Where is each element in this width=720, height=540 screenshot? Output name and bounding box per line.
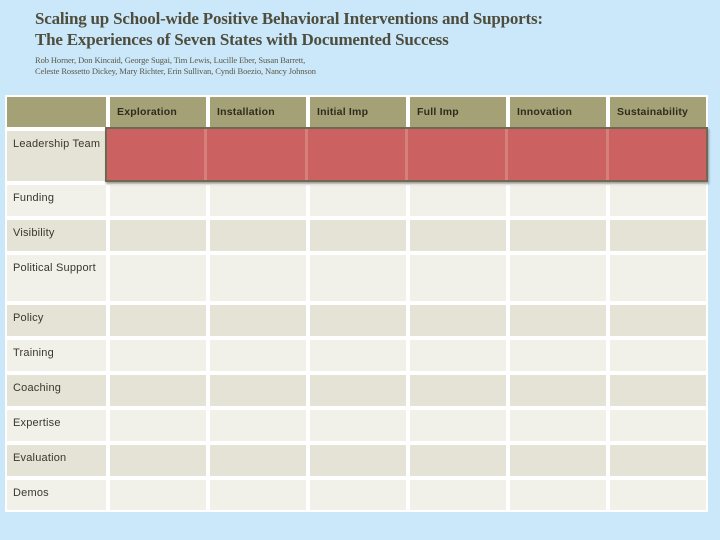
row-label-demos: Demos [7, 480, 106, 510]
cell-funding-innovation [510, 185, 606, 216]
row-label-expertise: Expertise [7, 410, 106, 441]
cell-policy-innovation [510, 305, 606, 336]
cell-visibility-full-imp [410, 220, 506, 251]
cell-coaching-installation [210, 375, 306, 406]
cell-evaluation-full-imp [410, 445, 506, 476]
slide-title: Scaling up School-wide Positive Behavior… [35, 8, 695, 51]
cell-expertise-installation [210, 410, 306, 441]
cell-funding-installation [210, 185, 306, 216]
cell-demos-initial-imp [310, 480, 406, 510]
cell-visibility-innovation [510, 220, 606, 251]
leadership-highlight-band [105, 127, 708, 182]
row-label-training: Training [7, 340, 106, 371]
slide-title-line1: Scaling up School-wide Positive Behavior… [35, 9, 543, 28]
row-label-visibility: Visibility [7, 220, 106, 251]
highlight-segment-exploration [107, 129, 204, 180]
authors-line2: Celeste Rossetto Dickey, Mary Richter, E… [35, 66, 316, 77]
column-header-sustainability: Sustainability [610, 97, 706, 127]
row-label-policy: Policy [7, 305, 106, 336]
cell-funding-exploration [110, 185, 206, 216]
highlight-segment-sustainability [605, 129, 706, 180]
row-label-leadership-team: Leadership Team [7, 131, 106, 181]
cell-political-support-full-imp [410, 255, 506, 301]
cell-funding-initial-imp [310, 185, 406, 216]
cell-expertise-full-imp [410, 410, 506, 441]
authors-list: Rob Horner, Don Kincaid, George Sugai, T… [35, 55, 695, 79]
cell-expertise-innovation [510, 410, 606, 441]
title-block: Scaling up School-wide Positive Behavior… [35, 8, 695, 78]
highlight-segment-full-imp [404, 129, 505, 180]
cell-demos-sustainability [610, 480, 706, 510]
column-header-exploration: Exploration [110, 97, 206, 127]
column-header-initial-imp: Initial Imp [310, 97, 406, 127]
cell-political-support-sustainability [610, 255, 706, 301]
cell-policy-initial-imp [310, 305, 406, 336]
cell-coaching-sustainability [610, 375, 706, 406]
cell-visibility-exploration [110, 220, 206, 251]
highlight-segment-initial-imp [304, 129, 405, 180]
cell-evaluation-installation [210, 445, 306, 476]
cell-training-installation [210, 340, 306, 371]
cell-evaluation-innovation [510, 445, 606, 476]
cell-visibility-sustainability [610, 220, 706, 251]
cell-political-support-initial-imp [310, 255, 406, 301]
cell-funding-sustainability [610, 185, 706, 216]
cell-demos-installation [210, 480, 306, 510]
cell-coaching-innovation [510, 375, 606, 406]
table-corner-cell [7, 97, 106, 127]
cell-visibility-initial-imp [310, 220, 406, 251]
cell-evaluation-exploration [110, 445, 206, 476]
cell-policy-full-imp [410, 305, 506, 336]
cell-demos-exploration [110, 480, 206, 510]
implementation-matrix-table: Exploration Installation Initial Imp Full I… [5, 95, 708, 512]
column-header-full-imp: Full Imp [410, 97, 506, 127]
cell-coaching-initial-imp [310, 375, 406, 406]
cell-training-initial-imp [310, 340, 406, 371]
cell-political-support-innovation [510, 255, 606, 301]
cell-evaluation-initial-imp [310, 445, 406, 476]
highlight-segment-innovation [505, 129, 605, 180]
row-label-evaluation: Evaluation [7, 445, 106, 476]
cell-evaluation-sustainability [610, 445, 706, 476]
slide-title-line2: The Experiences of Seven States with Doc… [35, 30, 449, 50]
cell-policy-installation [210, 305, 306, 336]
cell-policy-exploration [110, 305, 206, 336]
cell-policy-sustainability [610, 305, 706, 336]
authors-line1: Rob Horner, Don Kincaid, George Sugai, T… [35, 54, 306, 65]
column-header-installation: Installation [210, 97, 306, 127]
row-label-coaching: Coaching [7, 375, 106, 406]
cell-training-exploration [110, 340, 206, 371]
cell-training-sustainability [610, 340, 706, 371]
column-header-innovation: Innovation [510, 97, 606, 127]
cell-funding-full-imp [410, 185, 506, 216]
cell-expertise-exploration [110, 410, 206, 441]
row-label-funding: Funding [7, 185, 106, 216]
cell-expertise-sustainability [610, 410, 706, 441]
cell-demos-innovation [510, 480, 606, 510]
cell-visibility-installation [210, 220, 306, 251]
cell-training-innovation [510, 340, 606, 371]
cell-political-support-installation [210, 255, 306, 301]
cell-coaching-exploration [110, 375, 206, 406]
cell-coaching-full-imp [410, 375, 506, 406]
cell-political-support-exploration [110, 255, 206, 301]
cell-demos-full-imp [410, 480, 506, 510]
cell-training-full-imp [410, 340, 506, 371]
highlight-segment-installation [204, 129, 304, 180]
row-label-political-support: Political Support [7, 255, 106, 301]
cell-expertise-initial-imp [310, 410, 406, 441]
